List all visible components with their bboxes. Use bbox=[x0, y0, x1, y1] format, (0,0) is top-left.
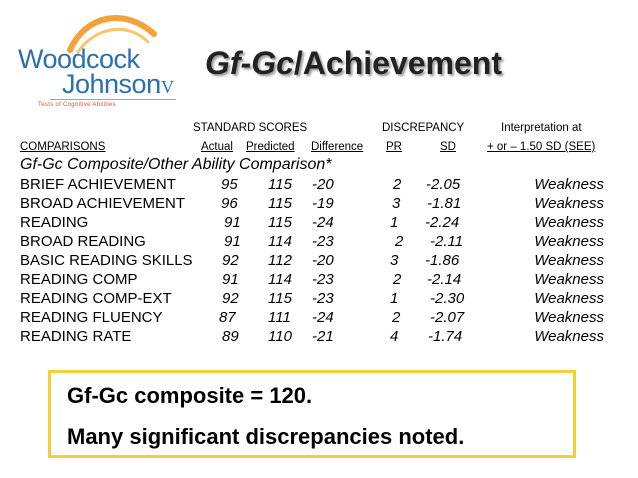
row-sd: -2.30 bbox=[430, 290, 465, 307]
row-pr: 2 bbox=[395, 233, 404, 250]
row-interpretation: Weakness bbox=[534, 271, 604, 288]
row-predicted: 115 bbox=[268, 214, 292, 231]
row-name: BRIEF ACHIEVEMENT bbox=[20, 176, 176, 193]
row-name: READING FLUENCY bbox=[20, 309, 163, 326]
slide-title: Gf-Gc/Achievement bbox=[205, 45, 502, 82]
row-actual: 95 bbox=[221, 176, 238, 193]
row-pr: 2 bbox=[392, 309, 401, 326]
row-name: BROAD ACHIEVEMENT bbox=[20, 195, 186, 212]
row-interpretation: Weakness bbox=[534, 309, 604, 326]
row-actual: 92 bbox=[222, 252, 239, 269]
row-sd: -2.05 bbox=[426, 176, 461, 193]
row-name: READING COMP bbox=[20, 271, 138, 288]
row-interpretation: Weakness bbox=[534, 195, 604, 212]
header-standard-scores: STANDARD SCORES bbox=[193, 122, 308, 134]
row-predicted: 114 bbox=[268, 233, 292, 250]
row-pr: 1 bbox=[390, 290, 399, 307]
row-sd: -2.07 bbox=[430, 309, 465, 326]
row-predicted: 114 bbox=[268, 271, 292, 288]
row-interpretation: Weakness bbox=[534, 328, 604, 345]
woodcock-johnson-logo: Woodcock Johnson IV Tests of Cognitive A… bbox=[8, 8, 180, 108]
header-discrepancy: DISCREPANCY bbox=[382, 122, 465, 134]
row-sd: -1.86 bbox=[425, 252, 460, 269]
row-predicted: 115 bbox=[268, 290, 292, 307]
header-interpretation: Interpretation at bbox=[501, 122, 582, 134]
logo-arc-icon bbox=[67, 15, 157, 54]
row-name: READING RATE bbox=[20, 328, 132, 345]
title-rest: /Achievement bbox=[293, 45, 502, 81]
row-name: READING bbox=[20, 214, 89, 231]
row-interpretation: Weakness bbox=[534, 290, 604, 307]
row-predicted: 115 bbox=[268, 195, 292, 212]
header-predicted: Predicted bbox=[246, 141, 295, 153]
row-pr: 3 bbox=[390, 252, 399, 269]
row-difference: -24 bbox=[312, 309, 334, 326]
row-interpretation: Weakness bbox=[534, 176, 604, 193]
row-pr: 1 bbox=[390, 214, 399, 231]
row-sd: -2.11 bbox=[430, 233, 464, 250]
row-actual: 96 bbox=[221, 195, 238, 212]
row-actual: 91 bbox=[224, 214, 241, 231]
row-difference: -20 bbox=[312, 176, 334, 193]
row-difference: -19 bbox=[312, 195, 334, 212]
logo-edition: IV bbox=[155, 77, 174, 97]
header-comparisons: COMPARISONS bbox=[20, 141, 106, 153]
row-actual: 89 bbox=[222, 328, 239, 345]
row-difference: -23 bbox=[312, 233, 334, 250]
row-difference: -23 bbox=[312, 271, 334, 288]
header-difference: Difference bbox=[311, 141, 364, 153]
row-sd: -1.81 bbox=[427, 195, 462, 212]
logo-tagline: Tests of Cognitive Abilities bbox=[38, 102, 116, 108]
row-difference: -23 bbox=[312, 290, 334, 307]
row-pr: 4 bbox=[390, 328, 399, 345]
callout-line-discrepancies: Many significant discrepancies noted. bbox=[67, 424, 465, 449]
row-pr: 3 bbox=[392, 195, 401, 212]
row-predicted: 115 bbox=[268, 176, 292, 193]
logo-word-woodcock: Woodcock bbox=[18, 44, 140, 74]
row-difference: -21 bbox=[312, 328, 334, 345]
header-pr: PR bbox=[386, 141, 402, 153]
row-sd: -2.14 bbox=[427, 271, 462, 288]
row-actual: 91 bbox=[222, 271, 239, 288]
row-actual: 87 bbox=[219, 309, 236, 326]
row-difference: -24 bbox=[312, 214, 334, 231]
header-actual: Actual bbox=[201, 141, 233, 153]
comparison-subheading: Gf-Gc Composite/Other Ability Comparison… bbox=[20, 156, 332, 173]
callout-line-composite: Gf-Gc composite = 120. bbox=[67, 383, 313, 408]
row-pr: 2 bbox=[393, 271, 402, 288]
row-name: BASIC READING SKILLS bbox=[20, 252, 193, 269]
row-name: BROAD READING bbox=[20, 233, 146, 250]
row-actual: 91 bbox=[224, 233, 241, 250]
row-actual: 92 bbox=[222, 290, 239, 307]
logo-divider bbox=[50, 99, 176, 100]
row-predicted: 111 bbox=[268, 309, 291, 326]
row-sd: -1.74 bbox=[428, 328, 463, 345]
title-italic-part: Gf-Gc bbox=[205, 45, 294, 81]
row-interpretation: Weakness bbox=[534, 214, 604, 231]
row-predicted: 110 bbox=[268, 328, 292, 345]
row-interpretation: Weakness bbox=[534, 252, 604, 269]
row-predicted: 112 bbox=[268, 252, 292, 269]
header-sd: SD bbox=[440, 141, 456, 153]
row-name: READING COMP-EXT bbox=[20, 290, 172, 307]
row-pr: 2 bbox=[393, 176, 402, 193]
header-criterion: + or – 1.50 SD (SEE) bbox=[487, 141, 596, 153]
row-sd: -2.24 bbox=[425, 214, 460, 231]
row-difference: -20 bbox=[312, 252, 334, 269]
row-interpretation: Weakness bbox=[534, 233, 604, 250]
logo-word-johnson: Johnson bbox=[62, 69, 161, 99]
summary-callout: Gf-Gc composite = 120. Many significant … bbox=[48, 370, 576, 458]
